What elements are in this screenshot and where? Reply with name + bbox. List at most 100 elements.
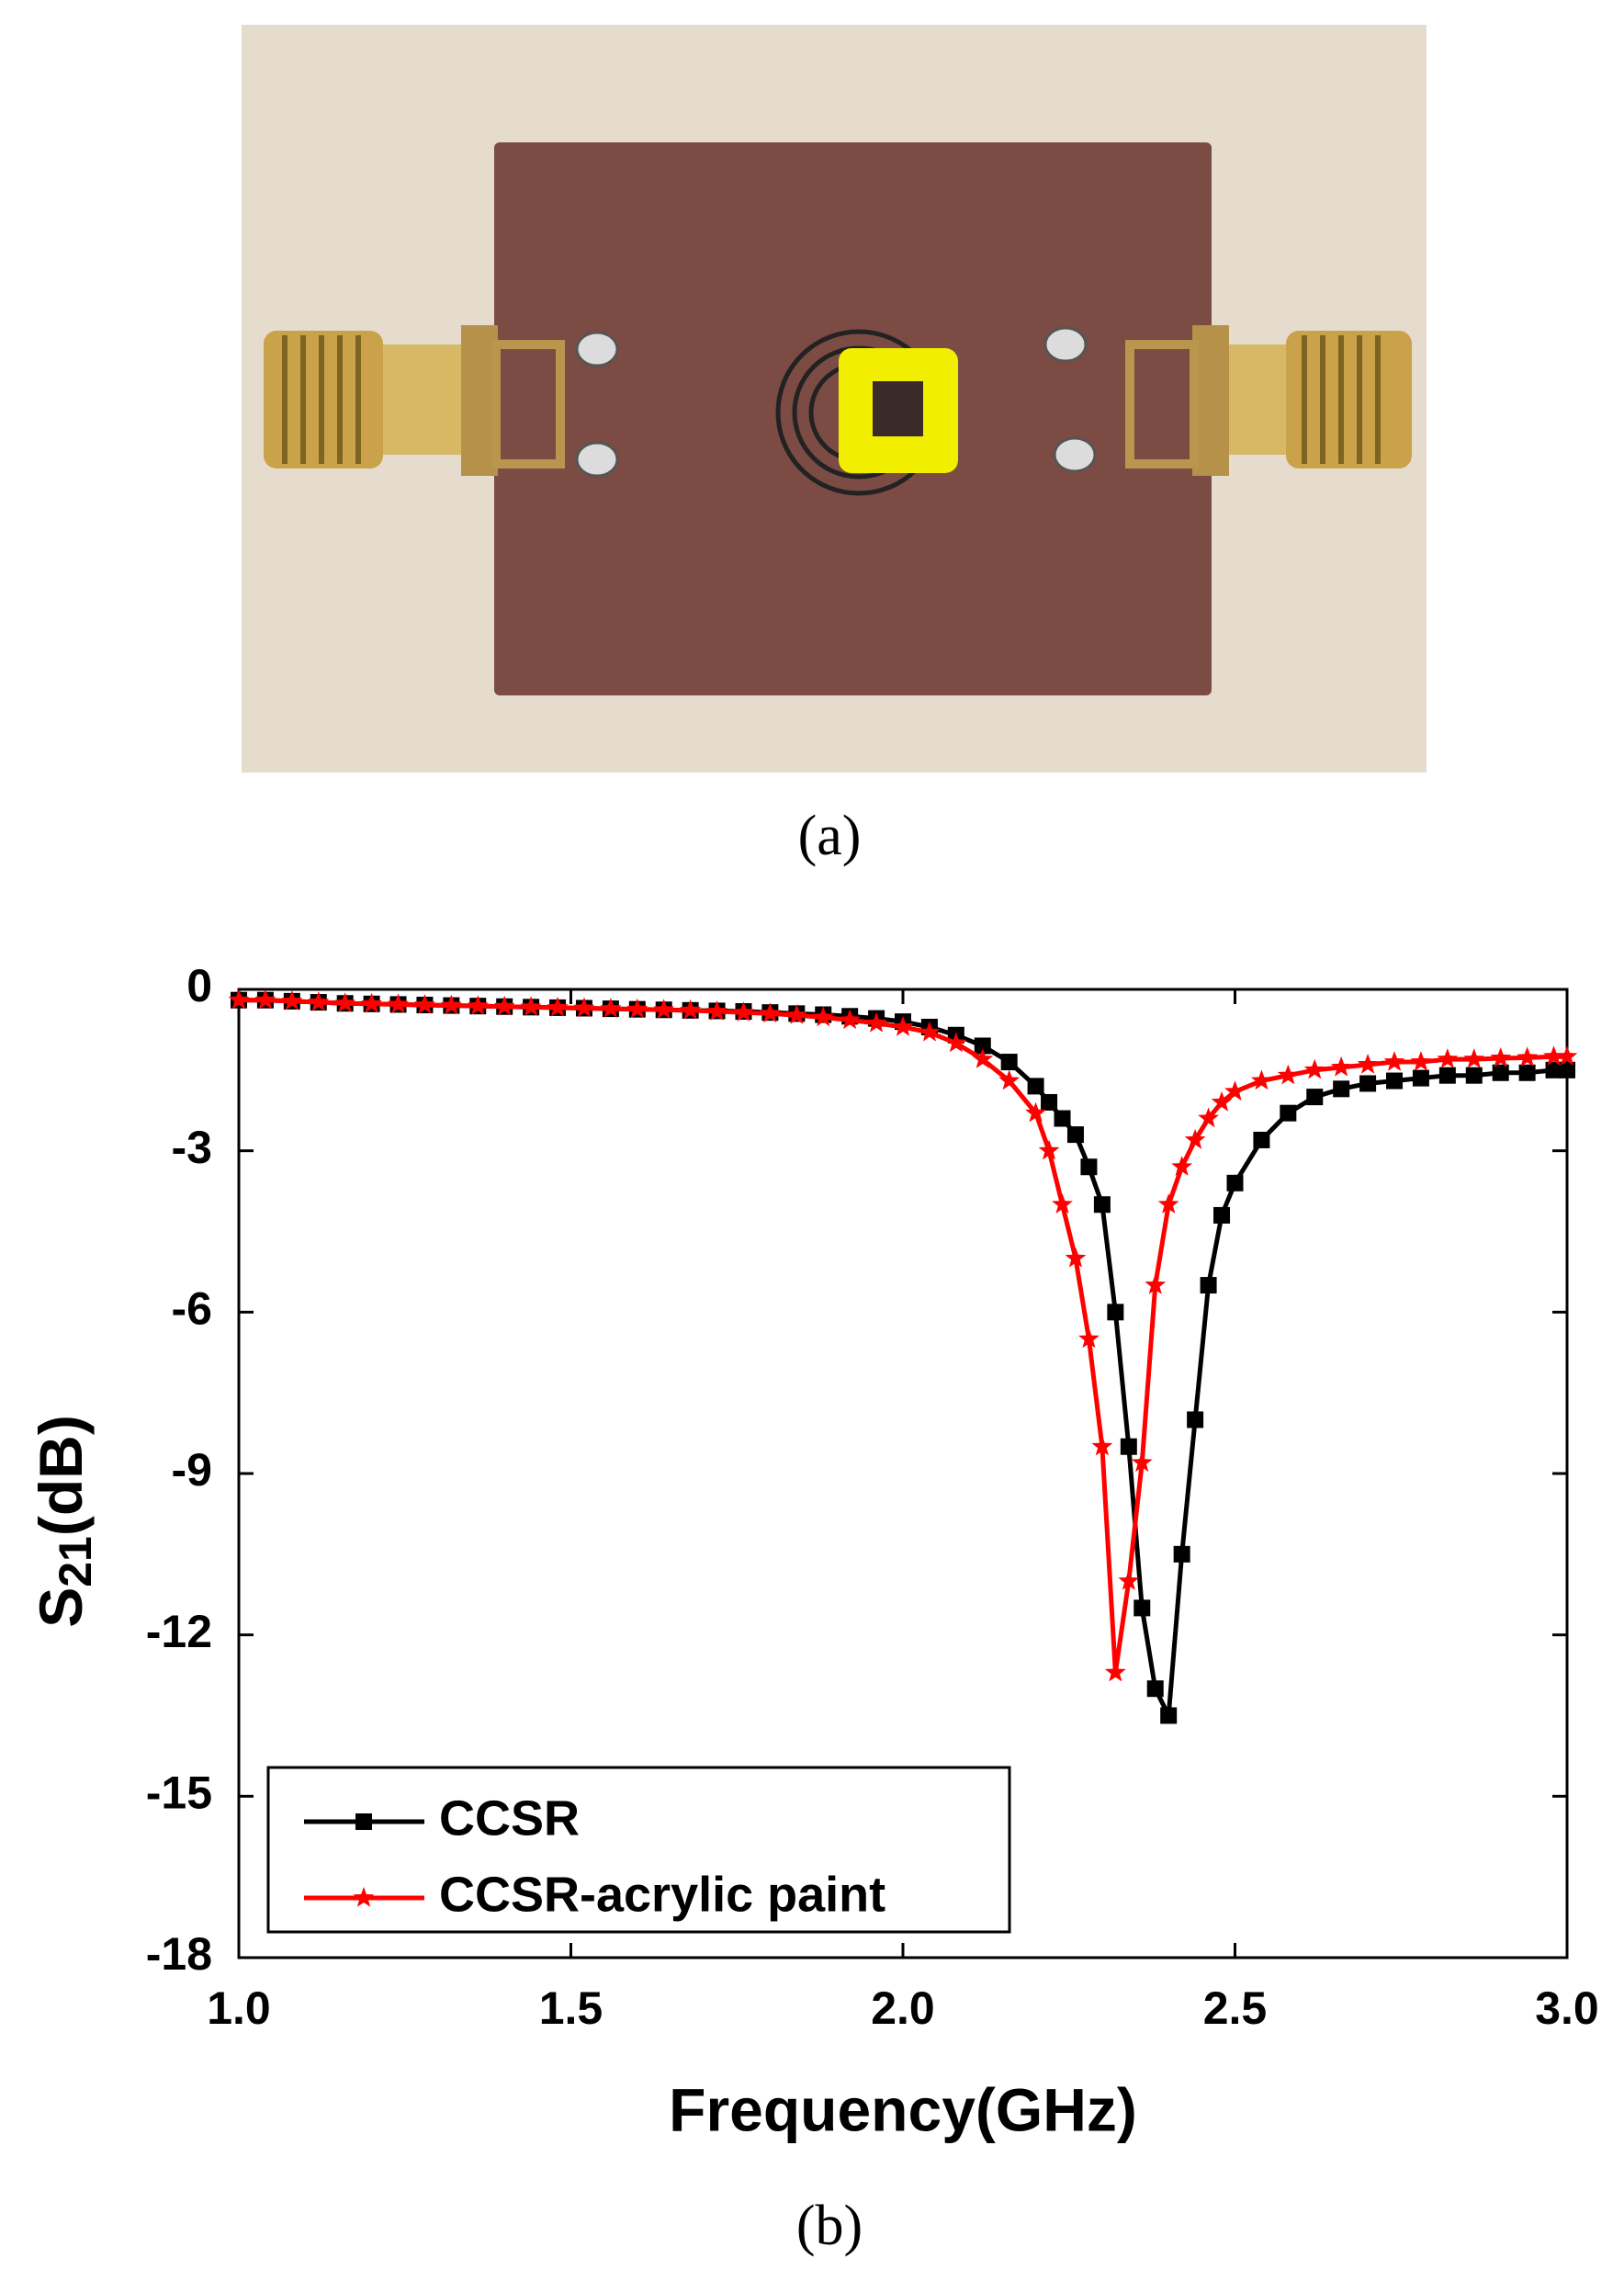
- marker: [1543, 1045, 1564, 1066]
- marker: [1118, 1570, 1140, 1590]
- marker: [680, 999, 702, 1020]
- caption: (b): [796, 2195, 863, 2257]
- series-line: [239, 998, 1567, 1724]
- y-tick-label: -9: [172, 1444, 212, 1496]
- marker: [733, 1001, 754, 1022]
- marker: [1027, 1078, 1044, 1095]
- marker: [1054, 1110, 1071, 1127]
- marker: [493, 995, 515, 1016]
- marker: [1559, 1061, 1575, 1078]
- marker: [1303, 1058, 1325, 1079]
- marker: [1133, 1599, 1151, 1617]
- marker: [892, 1016, 914, 1036]
- marker: [1410, 1051, 1432, 1071]
- marker: [1330, 1056, 1352, 1077]
- y-label-part: S: [27, 1587, 95, 1628]
- marker: [1517, 1046, 1538, 1067]
- marker: [1412, 1069, 1429, 1087]
- marker: [865, 1011, 887, 1033]
- y-tick-label: -18: [146, 1928, 212, 1980]
- marker: [1253, 1131, 1270, 1148]
- marker: [1438, 1067, 1456, 1084]
- marker: [228, 988, 250, 1010]
- marker: [1157, 1193, 1179, 1214]
- x-tick-label: 3.0: [1535, 1982, 1599, 2034]
- marker: [547, 996, 569, 1017]
- marker: [1359, 1075, 1377, 1092]
- caption: (a): [798, 805, 862, 867]
- marker: [1490, 1047, 1512, 1067]
- marker: [308, 991, 330, 1011]
- legend-label: CCSR: [439, 1790, 580, 1846]
- marker: [1078, 1327, 1100, 1349]
- marker: [353, 1887, 375, 1907]
- y-tick-label: -3: [172, 1122, 212, 1173]
- marker: [1463, 1048, 1485, 1068]
- marker: [1052, 1193, 1073, 1214]
- marker: [1251, 1069, 1272, 1090]
- photo: [242, 25, 1427, 773]
- marker: [706, 1000, 727, 1021]
- marker: [1556, 1045, 1578, 1066]
- marker: [1091, 1435, 1113, 1456]
- y-axis-label: S21(dB): [27, 1415, 101, 1628]
- marker: [361, 992, 382, 1013]
- marker: [281, 989, 303, 1011]
- marker: [972, 1048, 994, 1068]
- marker: [334, 992, 356, 1012]
- marker: [1145, 1274, 1167, 1294]
- marker: [573, 997, 595, 1018]
- marker: [945, 1032, 967, 1053]
- marker: [1066, 1126, 1084, 1144]
- marker: [1224, 1080, 1246, 1101]
- marker: [414, 994, 435, 1014]
- marker: [1041, 1093, 1058, 1111]
- marker: [440, 994, 462, 1015]
- marker: [467, 995, 489, 1015]
- marker: [974, 1037, 991, 1055]
- marker: [1386, 1072, 1404, 1090]
- marker: [1198, 1107, 1219, 1128]
- marker: [626, 998, 648, 1019]
- marker: [998, 1069, 1021, 1090]
- legend-box: [266, 1766, 1011, 1934]
- series-line: [239, 998, 1567, 1674]
- marker: [1211, 1091, 1233, 1112]
- y-tick-label: 0: [186, 960, 212, 1011]
- marker: [1333, 1080, 1350, 1098]
- y-label-sub: 21: [50, 1536, 101, 1587]
- marker: [1383, 1051, 1405, 1071]
- marker: [1187, 1411, 1204, 1428]
- legend: CCSR CCSR-acrylic paint: [266, 1766, 1011, 1934]
- plot: 0 -3 -6 -9 -12 -15 -181.0 1.5 2.0 2.5 3.0 CCSR CCSR-…: [146, 960, 1599, 2034]
- marker: [760, 1002, 781, 1023]
- marker: [1104, 1661, 1126, 1682]
- marker: [600, 998, 622, 1018]
- marker: [653, 999, 675, 1019]
- marker: [839, 1009, 861, 1030]
- x-tick-label: 1.5: [539, 1982, 603, 2034]
- marker: [785, 1004, 807, 1024]
- y-tick-label: -15: [146, 1767, 212, 1819]
- marker: [1025, 1101, 1046, 1123]
- marker: [1213, 1206, 1231, 1224]
- marker: [1357, 1054, 1379, 1074]
- x-tick-label: 2.0: [871, 1982, 935, 2034]
- marker: [1038, 1139, 1060, 1160]
- marker: [1545, 1061, 1562, 1078]
- marker: [1226, 1174, 1244, 1191]
- marker: [1171, 1156, 1193, 1176]
- legend-label: CCSR-acrylic paint: [439, 1867, 885, 1922]
- marker: [1080, 1158, 1098, 1176]
- marker: [520, 996, 542, 1016]
- marker: [254, 988, 276, 1010]
- marker: [1437, 1048, 1459, 1068]
- marker: [1131, 1451, 1153, 1472]
- marker: [1518, 1064, 1536, 1081]
- marker: [388, 993, 409, 1014]
- marker: [1120, 1438, 1137, 1455]
- x-tick-label: 1.0: [207, 1982, 271, 2034]
- marker: [1200, 1277, 1217, 1294]
